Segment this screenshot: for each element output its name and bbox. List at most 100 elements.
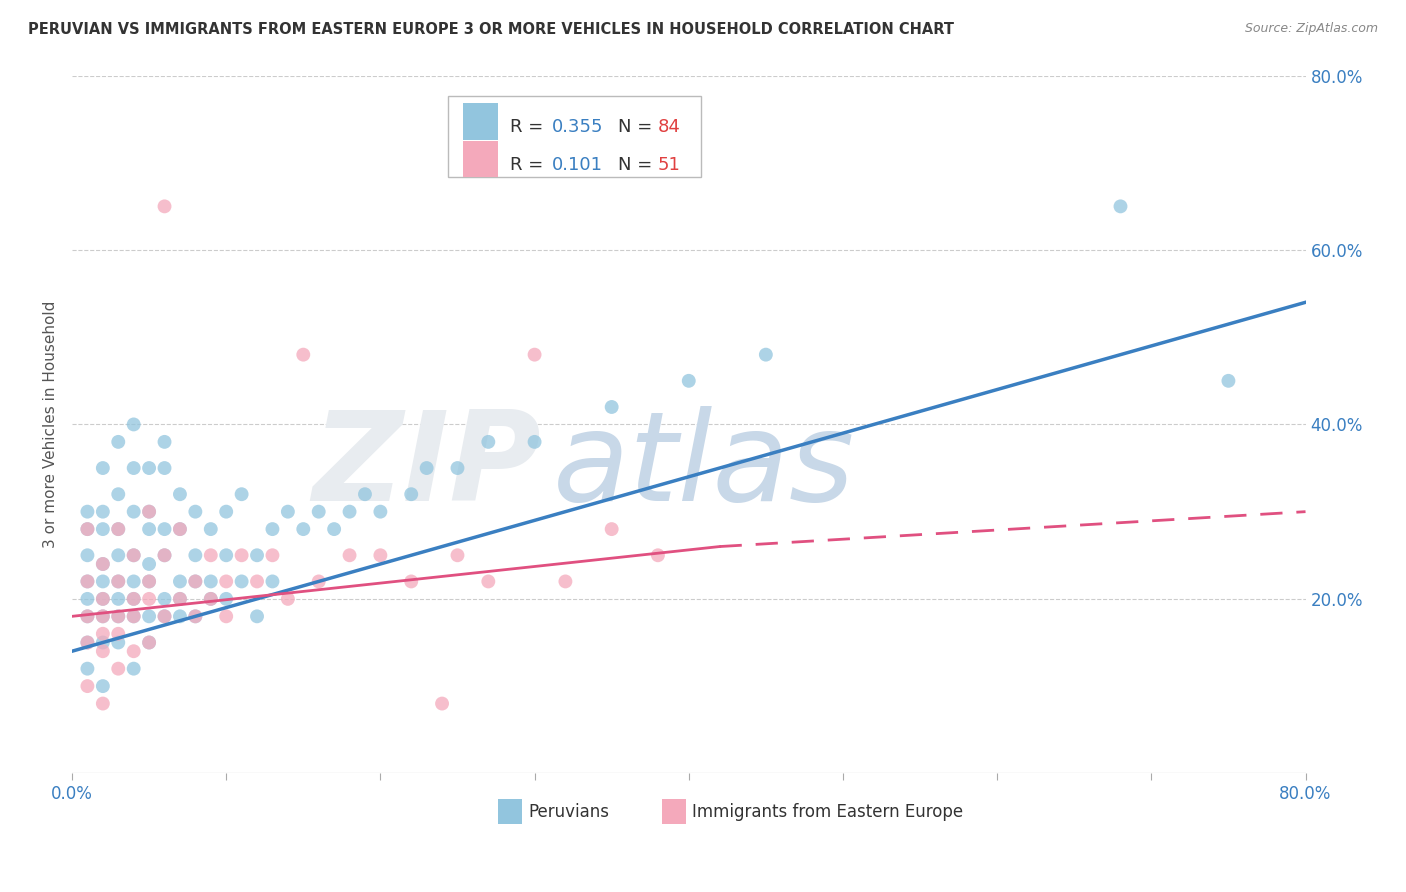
Point xyxy=(399,487,422,501)
Point xyxy=(184,505,207,519)
Point xyxy=(153,522,176,536)
Point xyxy=(76,574,98,589)
Point xyxy=(138,635,160,649)
Point xyxy=(138,522,160,536)
Point xyxy=(153,549,176,563)
Point xyxy=(138,505,160,519)
Point xyxy=(107,574,129,589)
Point xyxy=(91,557,114,571)
Point xyxy=(354,487,377,501)
Point xyxy=(477,574,499,589)
Point xyxy=(169,574,191,589)
Point xyxy=(1109,199,1132,213)
Point xyxy=(215,609,238,624)
Point xyxy=(122,549,145,563)
Point xyxy=(292,522,315,536)
Point xyxy=(138,574,160,589)
Text: 51: 51 xyxy=(658,156,681,174)
Point xyxy=(262,549,284,563)
Point xyxy=(370,505,392,519)
Point xyxy=(523,434,546,449)
Point xyxy=(153,591,176,606)
Point xyxy=(477,434,499,449)
Point xyxy=(138,574,160,589)
Point xyxy=(107,635,129,649)
Point xyxy=(76,505,98,519)
Point xyxy=(554,574,576,589)
Point xyxy=(370,549,392,563)
Point xyxy=(169,522,191,536)
Point xyxy=(231,487,253,501)
Point xyxy=(200,591,222,606)
Point xyxy=(91,505,114,519)
Point xyxy=(91,627,114,641)
Point xyxy=(262,522,284,536)
Point xyxy=(308,574,330,589)
Point xyxy=(215,591,238,606)
Point xyxy=(415,461,437,475)
Bar xyxy=(463,141,498,178)
Point xyxy=(122,505,145,519)
Point xyxy=(76,549,98,563)
Point xyxy=(184,609,207,624)
Point xyxy=(91,697,114,711)
Point xyxy=(76,574,98,589)
Point xyxy=(339,505,361,519)
Point xyxy=(184,574,207,589)
Point xyxy=(122,662,145,676)
Point xyxy=(122,609,145,624)
Point xyxy=(184,609,207,624)
Text: PERUVIAN VS IMMIGRANTS FROM EASTERN EUROPE 3 OR MORE VEHICLES IN HOUSEHOLD CORRE: PERUVIAN VS IMMIGRANTS FROM EASTERN EURO… xyxy=(28,22,955,37)
Point xyxy=(91,557,114,571)
Point xyxy=(122,591,145,606)
Point xyxy=(215,574,238,589)
Point xyxy=(153,199,176,213)
Point xyxy=(200,549,222,563)
Point xyxy=(107,662,129,676)
Text: Peruvians: Peruvians xyxy=(529,803,609,821)
Point xyxy=(246,609,269,624)
Point xyxy=(1218,374,1240,388)
Point xyxy=(153,609,176,624)
Point xyxy=(153,609,176,624)
Point xyxy=(153,461,176,475)
Point xyxy=(600,522,623,536)
Text: N =: N = xyxy=(619,156,658,174)
Point xyxy=(91,609,114,624)
Point xyxy=(76,591,98,606)
Point xyxy=(91,461,114,475)
Point xyxy=(138,505,160,519)
Point xyxy=(91,591,114,606)
Point xyxy=(122,644,145,658)
Point xyxy=(122,591,145,606)
Point xyxy=(91,574,114,589)
Point xyxy=(76,609,98,624)
Point xyxy=(107,591,129,606)
Point xyxy=(107,574,129,589)
Point xyxy=(76,635,98,649)
Point xyxy=(446,549,468,563)
Point xyxy=(200,574,222,589)
Point xyxy=(122,461,145,475)
Point xyxy=(138,461,160,475)
Point xyxy=(76,679,98,693)
Point xyxy=(647,549,669,563)
Point xyxy=(91,635,114,649)
Point xyxy=(755,348,778,362)
Text: 0.355: 0.355 xyxy=(551,118,603,136)
Bar xyxy=(463,103,498,140)
Point xyxy=(323,522,346,536)
Point xyxy=(184,574,207,589)
Text: R =: R = xyxy=(510,118,548,136)
Text: 84: 84 xyxy=(658,118,681,136)
Point xyxy=(339,549,361,563)
Bar xyxy=(449,96,702,177)
Point xyxy=(246,549,269,563)
Point xyxy=(277,505,299,519)
Point xyxy=(122,574,145,589)
Point xyxy=(138,591,160,606)
Point xyxy=(169,609,191,624)
Bar xyxy=(498,799,522,824)
Text: N =: N = xyxy=(619,118,658,136)
Point xyxy=(107,522,129,536)
